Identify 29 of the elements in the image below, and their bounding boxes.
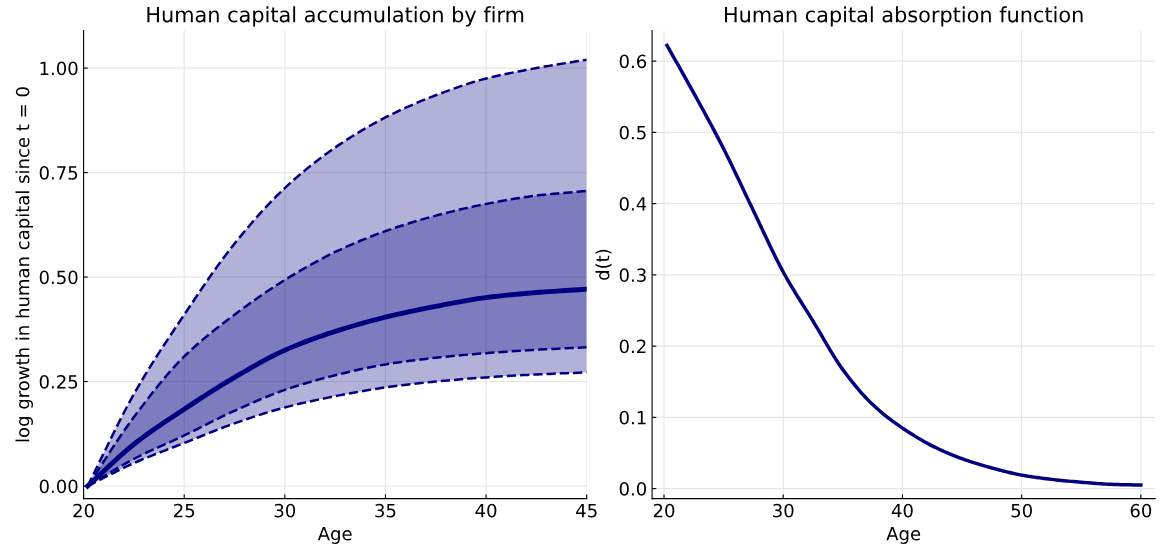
x-axis-title: Age — [317, 527, 352, 544]
x-tick-label: 25 — [174, 503, 195, 518]
x-axis-title: Age — [886, 527, 921, 544]
y-tick-label: 1.00 — [40, 61, 78, 76]
y-tick-label: 0.4 — [619, 197, 647, 211]
chart-title: Human capital absorption function — [725, 6, 1083, 27]
y-tick-label: 0.6 — [619, 54, 647, 69]
y-tick-label: 0.50 — [39, 270, 78, 285]
y-tick-label: 0.75 — [39, 166, 78, 180]
y-tick-label: 0.5 — [619, 125, 646, 140]
x-tick-label: 20 — [653, 503, 675, 518]
x-tick-label: 40 — [475, 503, 497, 518]
y-axis-title: d(t) — [595, 249, 612, 280]
x-tick-label: 50 — [1011, 503, 1032, 518]
y-tick-label: 0.2 — [619, 339, 646, 354]
y-tick-label: 0.25 — [39, 375, 78, 389]
y-tick-label: 0.3 — [619, 268, 646, 282]
x-tick-label: 60 — [1130, 503, 1152, 518]
x-tick-label: 45 — [576, 504, 597, 518]
y-axis-title: log growth in human capital since t = 0 — [15, 87, 33, 442]
x-tick-label: 30 — [773, 503, 794, 518]
x-tick-label: 20 — [73, 503, 94, 518]
x-tick-label: 35 — [375, 503, 396, 518]
y-tick-label: 0.1 — [619, 410, 646, 425]
chart-title: Human capital accumulation by firm — [147, 6, 524, 27]
x-tick-label: 30 — [274, 503, 296, 518]
x-tick-label: 40 — [891, 503, 913, 518]
y-tick-label: 0.00 — [39, 479, 78, 494]
y-tick-label: 0.0 — [619, 482, 647, 496]
